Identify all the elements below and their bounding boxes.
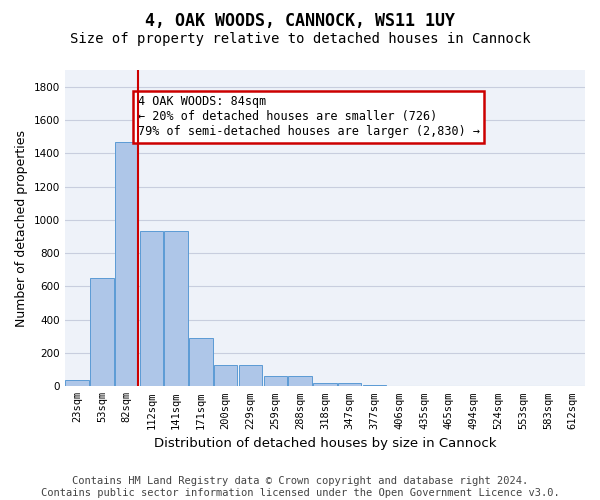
- X-axis label: Distribution of detached houses by size in Cannock: Distribution of detached houses by size …: [154, 437, 496, 450]
- Bar: [263, 376, 287, 386]
- Bar: [164, 230, 188, 386]
- Bar: [288, 376, 312, 386]
- Bar: [338, 382, 361, 386]
- Bar: [313, 382, 337, 386]
- Bar: [189, 338, 213, 386]
- Text: Size of property relative to detached houses in Cannock: Size of property relative to detached ho…: [70, 32, 530, 46]
- Bar: [90, 278, 113, 386]
- Bar: [65, 380, 89, 386]
- Bar: [214, 366, 238, 386]
- Bar: [362, 384, 386, 386]
- Bar: [239, 366, 262, 386]
- Text: 4, OAK WOODS, CANNOCK, WS11 1UY: 4, OAK WOODS, CANNOCK, WS11 1UY: [145, 12, 455, 30]
- Bar: [115, 142, 139, 386]
- Y-axis label: Number of detached properties: Number of detached properties: [15, 130, 28, 326]
- Text: 4 OAK WOODS: 84sqm
← 20% of detached houses are smaller (726)
79% of semi-detach: 4 OAK WOODS: 84sqm ← 20% of detached hou…: [137, 96, 479, 138]
- Bar: [140, 230, 163, 386]
- Text: Contains HM Land Registry data © Crown copyright and database right 2024.
Contai: Contains HM Land Registry data © Crown c…: [41, 476, 559, 498]
